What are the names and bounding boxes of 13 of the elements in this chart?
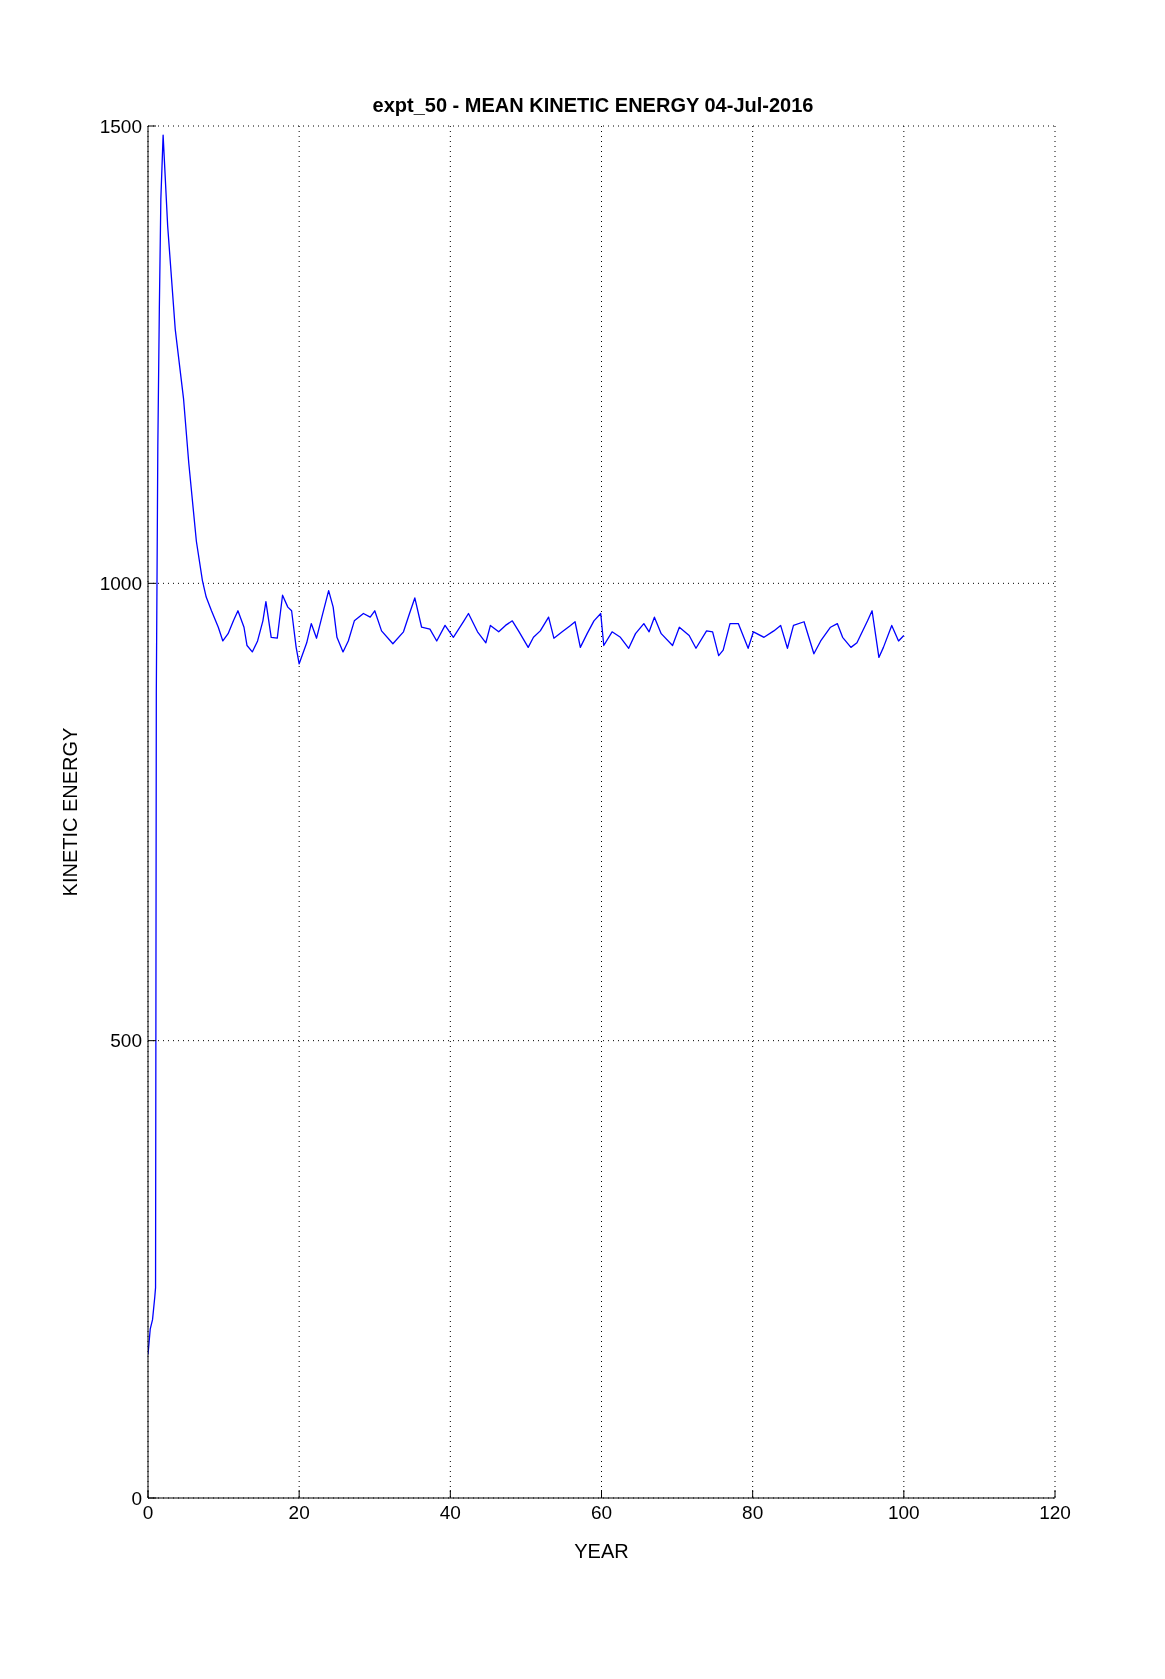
- y-tick-label: 1500: [99, 115, 142, 137]
- x-tick-label: 40: [439, 1502, 461, 1524]
- x-tick-label: 60: [590, 1502, 613, 1524]
- chart-title: expt_50 - MEAN KINETIC ENERGY 04-Jul-2016: [371, 94, 815, 117]
- y-tick-label: 0: [131, 1487, 142, 1509]
- x-tick-label: 80: [742, 1502, 764, 1524]
- x-tick-label: 100: [887, 1502, 920, 1524]
- x-axis-title: YEAR: [574, 1540, 629, 1562]
- y-tick-label: 500: [110, 1030, 142, 1052]
- y-axis-title: KINETIC ENERGY: [59, 727, 82, 897]
- x-tick-label: 20: [288, 1502, 310, 1524]
- y-tick-label: 1000: [99, 573, 142, 595]
- x-tick-label: 120: [1039, 1502, 1071, 1524]
